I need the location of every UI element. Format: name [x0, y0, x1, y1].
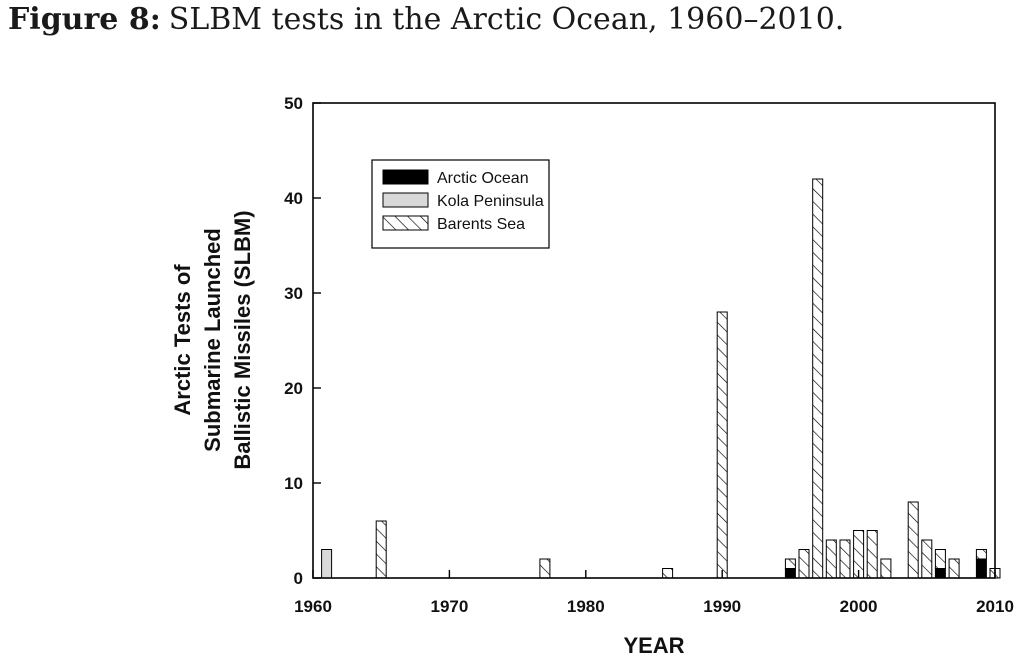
bar-barents-sea-2002 [880, 558, 892, 579]
x-tick-label-1960: 1960 [294, 597, 332, 616]
y-axis-title-line-2: Submarine Launched [200, 228, 225, 452]
legend-swatch-barents-sea [382, 215, 429, 231]
x-tick-label-2010: 2010 [976, 597, 1014, 616]
y-tick-label-50: 50 [284, 94, 303, 113]
bar-barents-sea-1999 [839, 539, 851, 579]
bar-barents-sea-2004 [907, 501, 919, 579]
bar-barents-sea-1995 [784, 558, 796, 569]
legend-swatch-arctic-ocean [382, 169, 429, 185]
y-axis-title: Arctic Tests of Submarine Launched Ballist… [170, 210, 255, 469]
bar-barents-sea-1965 [375, 520, 387, 579]
y-axis-title-line-1: Arctic Tests of [170, 264, 195, 416]
y-tick-label-20: 20 [284, 379, 303, 398]
bar-arctic-ocean-2009 [975, 558, 987, 579]
y-tick-label-0: 0 [294, 569, 303, 588]
legend-swatch-kola-peninsula [382, 192, 429, 208]
legend-label-kola-peninsula: Kola Peninsula [437, 193, 544, 210]
y-tick-label-40: 40 [284, 189, 303, 208]
x-tick-label-2000: 2000 [840, 597, 878, 616]
bar-barents-sea-1990 [716, 311, 728, 579]
plot-frame [312, 102, 996, 579]
y-tick-label-10: 10 [284, 474, 303, 493]
x-tick-label-1990: 1990 [703, 597, 741, 616]
bar-barents-sea-2007 [948, 558, 960, 579]
bar-arctic-ocean-1995 [784, 568, 796, 579]
bar-barents-sea-2009 [975, 549, 987, 560]
axes-layer: 1960 1970 1980 1990 2000 2010 0 10 20 30 40 50 YEAR A… [170, 94, 1014, 658]
bar-barents-sea-1996 [798, 549, 810, 579]
x-axis-title: YEAR [623, 633, 684, 658]
figure-label: Figure 8: [8, 2, 161, 37]
legend: Arctic Ocean Kola Peninsula Barents Sea [371, 159, 550, 249]
bar-barents-sea-2001 [866, 530, 878, 579]
bar-barents-sea-2005 [921, 539, 933, 579]
y-axis-title-line-3: Ballistic Missiles (SLBM) [230, 210, 255, 469]
x-tick-label-1980: 1980 [567, 597, 605, 616]
figure-caption: SLBM tests in the Arctic Ocean, 1960–201… [168, 2, 845, 37]
bar-arctic-ocean-2006 [934, 568, 946, 579]
bar-barents-sea-1986 [662, 568, 674, 579]
bar-barents-sea-1997 [812, 178, 824, 579]
legend-label-arctic-ocean: Arctic Ocean [437, 170, 529, 187]
y-tick-label-30: 30 [284, 284, 303, 303]
figure-title: Figure 8: SLBM tests in the Arctic Ocean,… [8, 2, 844, 37]
bar-barents-sea-1977 [539, 558, 551, 579]
bar-barents-sea-1998 [825, 539, 837, 579]
bar-barents-sea-2006 [934, 549, 946, 569]
x-tick-label-1970: 1970 [430, 597, 468, 616]
bar-kola-peninsula-1961 [321, 549, 333, 579]
legend-label-barents-sea: Barents Sea [437, 216, 525, 233]
